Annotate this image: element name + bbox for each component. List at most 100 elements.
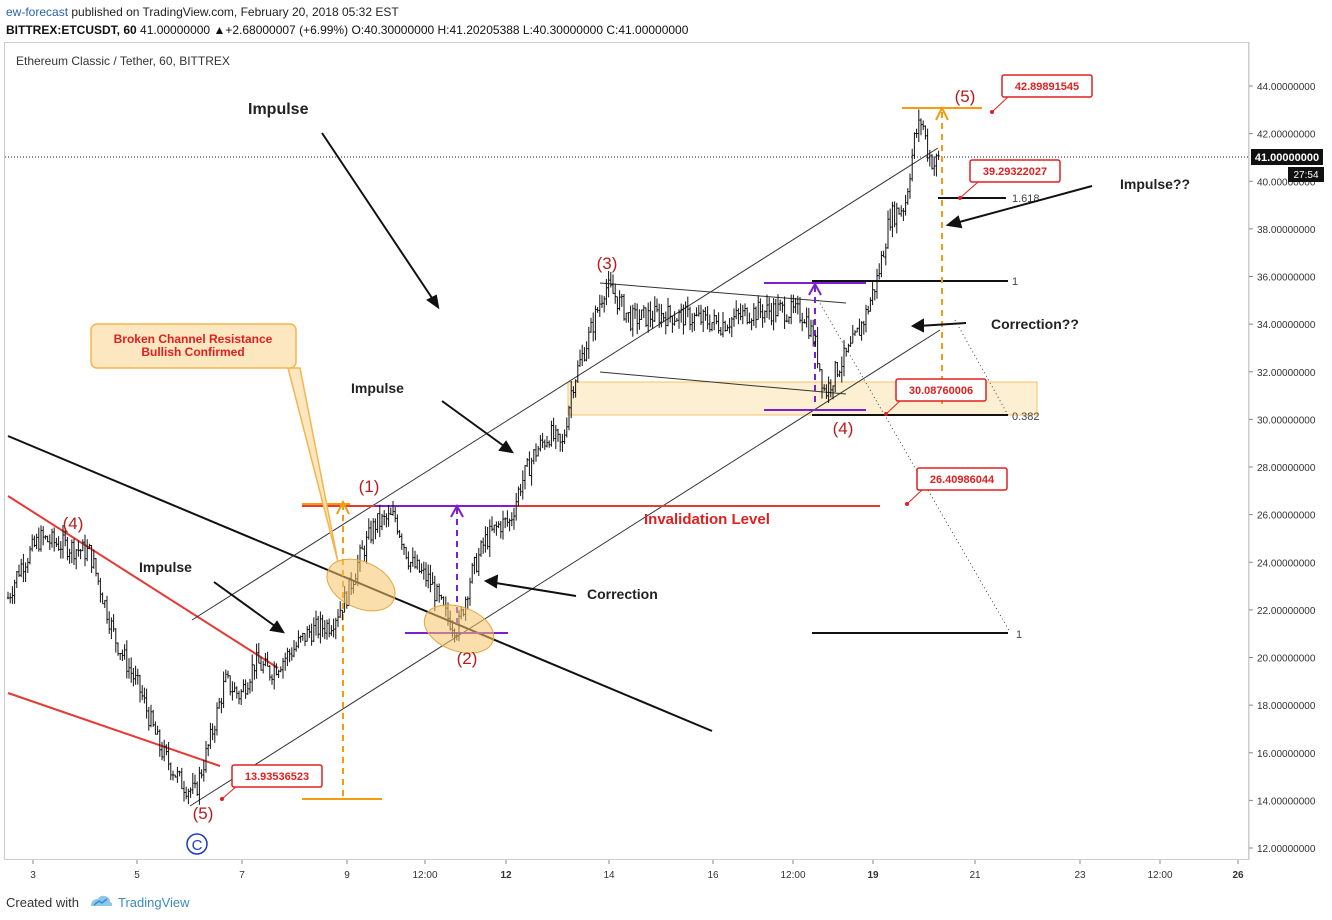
fib-dotted-connector (817, 299, 1011, 633)
price-box-1-text: 42.89891545 (1015, 81, 1079, 93)
impulse-arrow-3 (213, 581, 280, 630)
wave1-arrowhead (336, 499, 350, 515)
price-box-3 (895, 378, 987, 402)
x-tick-label: 7 (239, 870, 245, 881)
red-channel-lower (7, 692, 221, 767)
impulse-label-3: Impulse (139, 559, 192, 575)
impulse-label-1: Impulse (248, 101, 309, 118)
price-box-5-dot (220, 797, 224, 801)
fib-label-base: 1 (1016, 629, 1022, 641)
y-tick-label: 42.00000000 (1257, 130, 1316, 141)
wave4-arrowhead (808, 281, 822, 296)
y-tick-label: 20.00000000 (1257, 654, 1316, 665)
wave-c-label: C (192, 837, 203, 854)
price-box-4-pointer (906, 489, 923, 505)
ticker-name: BITTREX:ETCUSDT, 60 (6, 23, 137, 37)
y-tick-label: 40.00000000 (1257, 177, 1316, 188)
price-box-4 (916, 467, 1008, 491)
x-tick-label: 9 (344, 870, 350, 881)
x-tick-label: 23 (1074, 870, 1086, 881)
y-tick-label: 34.00000000 (1257, 320, 1316, 331)
red-channel-upper (7, 495, 279, 669)
callout-line-1: Broken Channel Resistance (114, 332, 273, 346)
x-tick-label: 14 (603, 870, 615, 881)
x-tick-label: 12:00 (780, 870, 805, 881)
price-box-3-text: 30.08760006 (909, 385, 973, 397)
impulse-arrow-2 (441, 400, 509, 450)
annotation-arrows (213, 132, 1093, 634)
tradingview-link[interactable]: TradingView (118, 895, 190, 910)
price-box-4-dot (905, 502, 909, 506)
last-value: 41.00000000 (140, 23, 211, 37)
correction-label: Correction (587, 586, 658, 602)
price-axis: 44.00000000 42.00000000 40.00000000 38.0000… (1249, 82, 1316, 855)
x-tick-label: 3 (30, 870, 36, 881)
price-box-2-text: 39.29322027 (983, 166, 1047, 178)
publish-line: ew-forecast published on TradingView.com… (6, 5, 399, 19)
candles (6, 109, 940, 805)
price-box-2-dot (958, 196, 962, 200)
wave-2-label: (2) (457, 649, 478, 668)
impulse-arrow-2-head (498, 440, 514, 454)
y-tick-label: 44.00000000 (1257, 82, 1316, 93)
callout-line-2: Bullish Confirmed (141, 345, 244, 359)
price-box-5 (231, 764, 323, 788)
x-tick-label: 12:00 (1147, 870, 1172, 881)
price-box-4-text: 26.40986044 (930, 474, 995, 486)
price-box-1-dot (990, 110, 994, 114)
impulse-label-2: Impulse (351, 380, 404, 396)
price-box-1 (1001, 74, 1093, 98)
y-tick-label: 24.00000000 (1257, 558, 1316, 569)
impulse-arrow-3-head (269, 620, 285, 634)
x-tick-label: 16 (707, 870, 719, 881)
y-tick-label: 14.00000000 (1257, 796, 1316, 807)
publication-header: ew-forecast published on TradingView.com… (0, 0, 1332, 42)
wave-1-label: (1) (359, 477, 380, 496)
price-box-1-pointer (991, 96, 1009, 113)
created-with-text: Created with (6, 895, 79, 910)
y-tick-label: 38.00000000 (1257, 225, 1316, 236)
triangle-lower (599, 371, 847, 395)
correction-question-label: Correction?? (991, 316, 1079, 332)
change-value: +2.68000007 (+6.99%) (225, 23, 349, 37)
y-tick-label: 26.00000000 (1257, 511, 1316, 522)
impulse-q-arrow (951, 185, 1093, 225)
y-tick-label: 32.00000000 (1257, 368, 1316, 379)
invalidation-label: Invalidation Level (644, 511, 770, 528)
triangle-upper (599, 282, 847, 304)
countdown-text: 27:54 (1293, 170, 1318, 181)
x-tick-label: 5 (134, 870, 140, 881)
wave2-highlight (423, 604, 495, 654)
footer: Created with TradingView (0, 884, 1332, 920)
correction-q-arrow (917, 322, 967, 327)
wave5-arrowhead (935, 105, 949, 121)
wave-4-label: (4) (833, 419, 854, 438)
impulse-q-arrow-head (945, 215, 963, 229)
x-tick-label: 12:00 (412, 870, 437, 881)
time-axis: 3 5 7 9 12:00 12 14 16 12:00 19 21 23 12:00 26 (30, 860, 1244, 881)
y-tick-label: 36.00000000 (1257, 273, 1316, 284)
published-text: published on TradingView.com, February 2… (71, 5, 399, 19)
correction-q-arrow-head (910, 318, 924, 333)
y-tick-label: 22.00000000 (1257, 606, 1316, 617)
callout-pointer (287, 367, 339, 563)
author-link[interactable]: ew-forecast (6, 5, 69, 19)
ohlc-line: BITTREX:ETCUSDT, 60 41.00000000 ▲+2.6800… (6, 23, 689, 37)
prior-wave-4-label: (4) (63, 514, 84, 533)
price-box-3-dot (884, 412, 888, 416)
ohlc-values: O:40.30000000 H:41.20205388 L:40.3000000… (351, 23, 689, 37)
current-price-marker (1251, 149, 1323, 165)
tradingview-logo-icon (91, 895, 113, 906)
impulse-arrow-1-head (426, 294, 440, 310)
price-box-2 (969, 159, 1061, 183)
wave-3-label: (3) (597, 254, 618, 273)
symbol-title: Ethereum Classic / Tether, 60, BITTREX (16, 54, 230, 68)
fib-label-0382: 0.382 (1012, 411, 1040, 423)
price-box-2-pointer (959, 181, 979, 199)
impulse-arrow-1 (321, 132, 437, 305)
correction-arrow-head (483, 574, 499, 589)
current-price-text: 41.00000000 (1255, 152, 1319, 164)
y-tick-label: 18.00000000 (1257, 701, 1316, 712)
countdown-marker (1288, 167, 1324, 182)
